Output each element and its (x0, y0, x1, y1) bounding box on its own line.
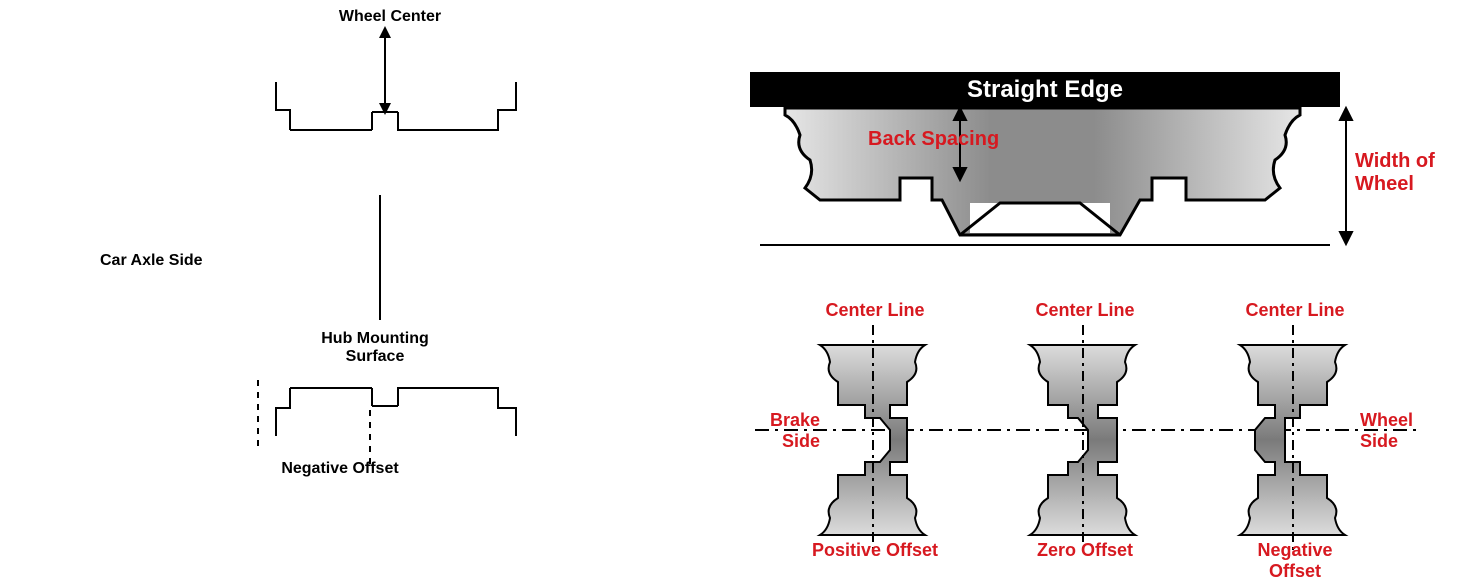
right-diagram: Straight Edge Back Spacing Width of Whee… (700, 0, 1471, 582)
label-center-line-2: Center Line (1020, 300, 1150, 321)
label-width-of-wheel: Width of Wheel (1355, 150, 1465, 196)
label-center-line-3: Center Line (1230, 300, 1360, 321)
label-straight-edge: Straight Edge (750, 76, 1340, 104)
text-zero-offset: Zero Offset (1037, 540, 1133, 560)
label-positive-offset: Positive Offset (810, 540, 940, 561)
text-hub-mounting-surface: Hub Mounting Surface (321, 330, 429, 365)
text-wheel-side: Wheel Side (1360, 410, 1413, 451)
text-negative-offset-left: Negative Offset (281, 460, 398, 477)
label-back-spacing: Back Spacing (868, 128, 1018, 151)
left-wheel-cross-section-svg (0, 0, 700, 582)
text-negative-offset: Negative Offset (1257, 540, 1332, 581)
label-zero-offset: Zero Offset (1020, 540, 1150, 561)
label-car-axle-side: Car Axle Side (100, 252, 250, 270)
label-negative-offset: Negative Offset (1230, 540, 1360, 581)
label-hub-mounting-surface: Hub Mounting Surface (290, 330, 460, 367)
text-positive-offset: Positive Offset (812, 540, 938, 560)
label-brake-side: Brake Side (740, 410, 820, 451)
left-diagram: Wheel Center Car Axle Side Hub Mounting … (0, 0, 700, 582)
label-negative-offset-left: Negative Offset (280, 460, 400, 478)
label-wheel-side: Wheel Side (1360, 410, 1450, 451)
text-brake-side: Brake Side (770, 410, 820, 451)
label-center-line-1: Center Line (810, 300, 940, 321)
text-width-of-wheel: Width of Wheel (1355, 150, 1435, 195)
label-wheel-center: Wheel Center (300, 8, 480, 26)
